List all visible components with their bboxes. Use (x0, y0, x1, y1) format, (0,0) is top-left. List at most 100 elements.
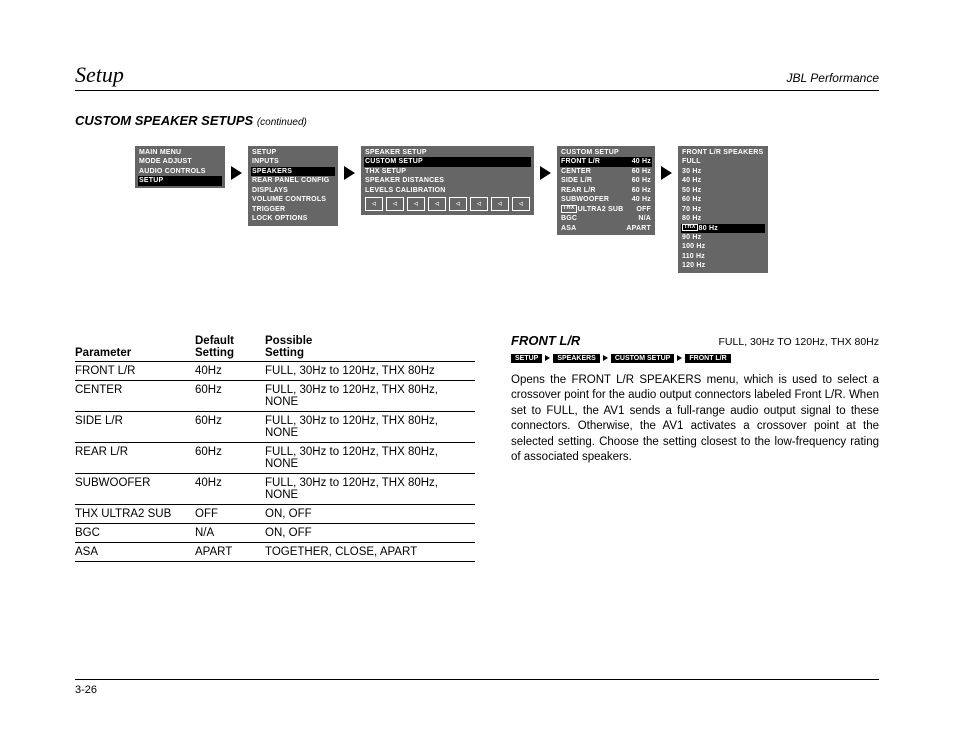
menu-item: 110 Hz (681, 252, 765, 261)
subsection-value: FULL, 30Hz TO 120Hz, THX 80Hz (719, 336, 879, 348)
table-row: CENTER60HzFULL, 30Hz to 120Hz, THX 80Hz,… (75, 380, 475, 411)
table-cell: FULL, 30Hz to 120Hz, THX 80Hz, NONE (265, 442, 475, 473)
table-cell: FULL, 30Hz to 120Hz, THX 80Hz, NONE (265, 411, 475, 442)
table-cell: OFF (195, 504, 265, 523)
speaker-icons: ◁◁◁◁◁◁◁◁ (364, 195, 531, 213)
section-title-text: CUSTOM SPEAKER SETUPS (75, 113, 253, 128)
menu-item: LOCK OPTIONS (251, 214, 335, 223)
table-cell: APART (195, 542, 265, 561)
menu-item: MAIN MENU (138, 148, 222, 157)
table-row: BGCN/AON, OFF (75, 523, 475, 542)
chevron-right-icon (545, 355, 550, 361)
table-cell: ON, OFF (265, 504, 475, 523)
menu-item: MODE ADJUST (138, 157, 222, 166)
table-row: REAR L/R60HzFULL, 30Hz to 120Hz, THX 80H… (75, 442, 475, 473)
breadcrumb-item: FRONT L/R (685, 354, 730, 363)
menu-item: AUDIO CONTROLS (138, 167, 222, 176)
menu-item: VOLUME CONTROLS (251, 195, 335, 204)
menu-item: CUSTOM SETUP (560, 148, 652, 157)
section-title: CUSTOM SPEAKER SETUPS (continued) (75, 113, 879, 128)
chevron-right-icon (677, 355, 682, 361)
menu-item: FRONT L/R SPEAKERS (681, 148, 765, 157)
page-header: Setup JBL Performance (75, 62, 879, 91)
table-row: FRONT L/R40HzFULL, 30Hz to 120Hz, THX 80… (75, 361, 475, 380)
speaker-icon: ◁ (449, 197, 467, 211)
menu-item: SUBWOOFER40 Hz (560, 195, 652, 204)
menu-item: FULL (681, 157, 765, 166)
section-continued: (continued) (257, 117, 307, 128)
table-cell: ASA (75, 542, 195, 561)
table-cell: N/A (195, 523, 265, 542)
table-header: DefaultSetting (195, 333, 265, 362)
menu-item: REAR PANEL CONFIG (251, 176, 335, 185)
table-cell: FULL, 30Hz to 120Hz, THX 80Hz, NONE (265, 473, 475, 504)
header-title: Setup (75, 62, 124, 88)
arrow-right-icon (231, 166, 242, 180)
breadcrumb-item: CUSTOM SETUP (611, 354, 675, 363)
table-cell: FULL, 30Hz to 120Hz, THX 80Hz (265, 361, 475, 380)
arrow-right-icon (661, 166, 672, 180)
table-cell: 40Hz (195, 361, 265, 380)
table-cell: ON, OFF (265, 523, 475, 542)
page-number: 3-26 (75, 684, 97, 696)
left-column: ParameterDefaultSettingPossibleSetting F… (75, 333, 475, 562)
table-cell: TOGETHER, CLOSE, APART (265, 542, 475, 561)
menu-item: 30 Hz (681, 167, 765, 176)
table-cell: 60Hz (195, 411, 265, 442)
menu-item: 90 Hz (681, 233, 765, 242)
table-cell: CENTER (75, 380, 195, 411)
breadcrumb: SETUPSPEAKERSCUSTOM SETUPFRONT L/R (511, 354, 879, 363)
arrow-right-icon (540, 166, 551, 180)
speaker-icon: ◁ (365, 197, 383, 211)
menu-item: SIDE L/R60 Hz (560, 176, 652, 185)
menu-panel-3: CUSTOM SETUPFRONT L/R40 HzCENTER60 HzSID… (557, 146, 655, 235)
table-cell: 60Hz (195, 380, 265, 411)
speaker-icon: ◁ (386, 197, 404, 211)
menu-item: REAR L/R60 Hz (560, 186, 652, 195)
page-footer: 3-26 (75, 679, 879, 696)
speaker-icon: ◁ (512, 197, 530, 211)
parameter-table: ParameterDefaultSettingPossibleSetting F… (75, 333, 475, 562)
body-text: Opens the FRONT L/R SPEAKERS menu, which… (511, 373, 879, 466)
menu-panel-4: FRONT L/R SPEAKERSFULL30 Hz40 Hz50 Hz60 … (678, 146, 768, 273)
speaker-icon: ◁ (428, 197, 446, 211)
table-row: THX ULTRA2 SUBOFFON, OFF (75, 504, 475, 523)
table-row: SIDE L/R60HzFULL, 30Hz to 120Hz, THX 80H… (75, 411, 475, 442)
speaker-icon: ◁ (470, 197, 488, 211)
menu-item: 80 Hz (681, 214, 765, 223)
menu-item: SPEAKERS (251, 167, 335, 176)
menu-item: THXULTRA2 SUBOFF (560, 205, 652, 214)
table-row: SUBWOOFER40HzFULL, 30Hz to 120Hz, THX 80… (75, 473, 475, 504)
subsection-header: FRONT L/R FULL, 30Hz TO 120Hz, THX 80Hz (511, 333, 879, 348)
header-brand: JBL Performance (787, 71, 880, 85)
menu-item: INPUTS (251, 157, 335, 166)
speaker-icon: ◁ (407, 197, 425, 211)
menu-item: 40 Hz (681, 176, 765, 185)
content-columns: ParameterDefaultSettingPossibleSetting F… (75, 333, 879, 562)
table-cell: 40Hz (195, 473, 265, 504)
menu-item: 100 Hz (681, 242, 765, 251)
right-column: FRONT L/R FULL, 30Hz TO 120Hz, THX 80Hz … (511, 333, 879, 562)
table-cell: FULL, 30Hz to 120Hz, THX 80Hz, NONE (265, 380, 475, 411)
table-cell: 60Hz (195, 442, 265, 473)
table-header: Parameter (75, 333, 195, 362)
menu-item: SPEAKER DISTANCES (364, 176, 531, 185)
menu-item: CENTER60 Hz (560, 167, 652, 176)
menu-item: BGCN/A (560, 214, 652, 223)
menu-item: SETUP (251, 148, 335, 157)
menu-item: ASAAPART (560, 224, 652, 233)
menu-item: 70 Hz (681, 205, 765, 214)
arrow-right-icon (344, 166, 355, 180)
breadcrumb-item: SETUP (511, 354, 542, 363)
menu-item: SPEAKER SETUP (364, 148, 531, 157)
table-cell: THX ULTRA2 SUB (75, 504, 195, 523)
menu-item: TRIGGER (251, 205, 335, 214)
table-cell: BGC (75, 523, 195, 542)
table-row: ASAAPARTTOGETHER, CLOSE, APART (75, 542, 475, 561)
speaker-icon: ◁ (491, 197, 509, 211)
menu-item: 50 Hz (681, 186, 765, 195)
menu-item: FRONT L/R40 Hz (560, 157, 652, 166)
subsection-title: FRONT L/R (511, 333, 580, 348)
menu-item: DISPLAYS (251, 186, 335, 195)
table-header: PossibleSetting (265, 333, 475, 362)
